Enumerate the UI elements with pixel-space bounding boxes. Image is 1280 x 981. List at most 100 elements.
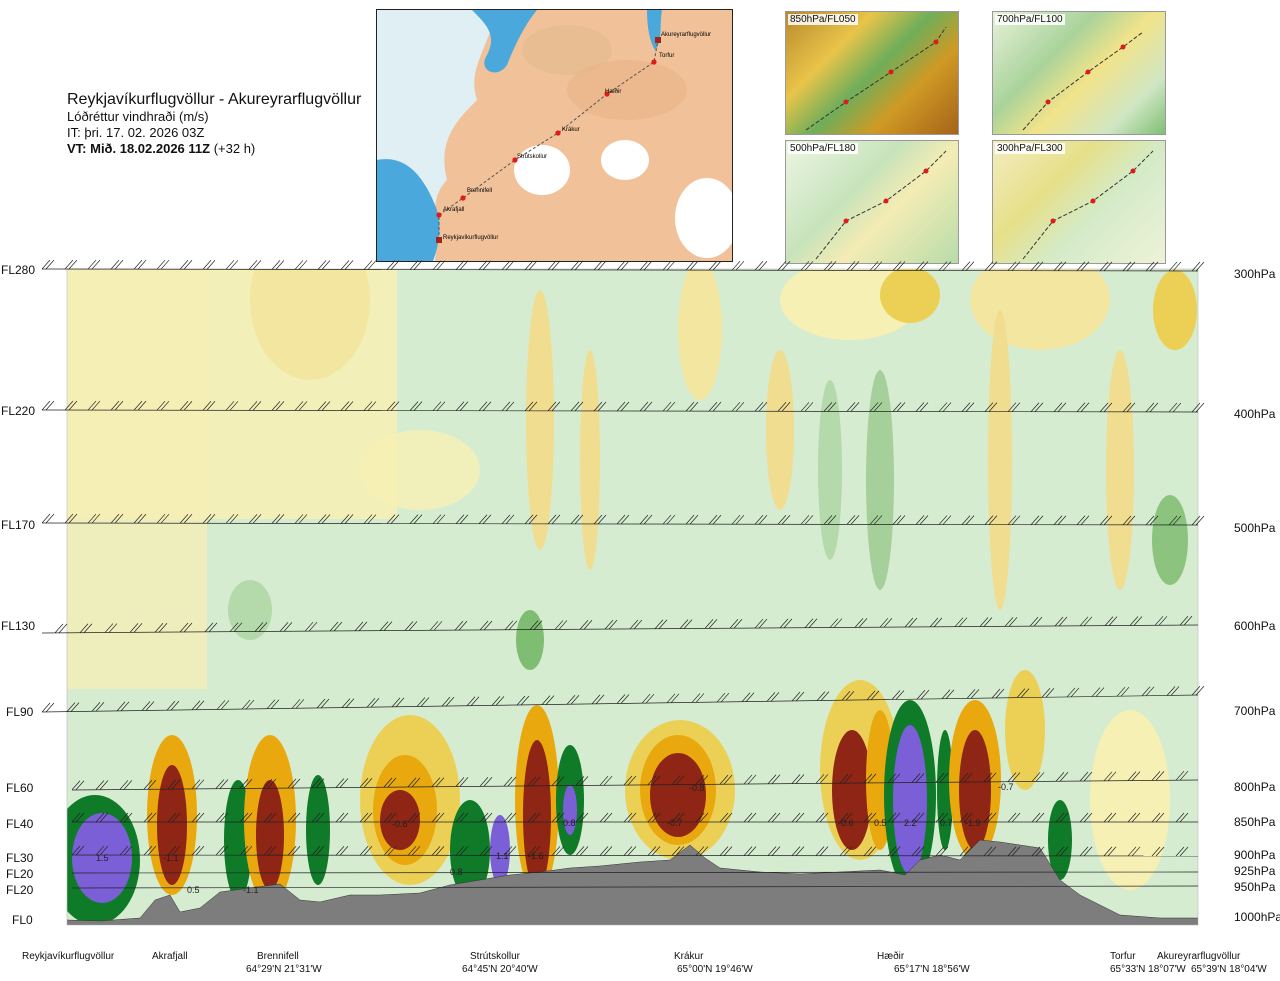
wind-barb (479, 620, 493, 631)
wind-barb (1053, 402, 1067, 412)
wind-barb (823, 515, 837, 525)
waypoint-coord: 64°45'N 20°40'W (462, 964, 538, 975)
wind-barb (1029, 616, 1043, 627)
wind-barb (719, 774, 733, 785)
wind-barb (524, 260, 538, 271)
wind-barb (225, 514, 239, 524)
map-label: Brennifell (467, 188, 492, 194)
wind-barb (554, 620, 568, 630)
value-label: 2.2 (904, 818, 917, 828)
wind-barb (911, 846, 925, 856)
wind-barb (335, 778, 349, 788)
wind-barb (1151, 812, 1165, 823)
valid-time: VT: Mið. 18.02.2026 11Z (+32 h) (67, 141, 361, 157)
wind-barb (1091, 687, 1105, 697)
wind-barb (119, 812, 133, 823)
pressure-label: 600hPa (1234, 619, 1276, 633)
wind-barb (599, 812, 613, 823)
valid-time-label: VT: Mið. 18.02.2026 11Z (67, 141, 211, 156)
wind-barb (143, 779, 157, 790)
wind-barb (335, 846, 349, 856)
wind-barb (575, 812, 589, 823)
wind-barb (639, 401, 653, 412)
wind-barb (935, 846, 949, 857)
wind-barb (938, 515, 952, 525)
wind-barb (191, 812, 205, 823)
wind-barb (1168, 261, 1182, 272)
wind-barb (143, 812, 157, 823)
thumbnail-700[interactable]: 700hPa/FL100 (992, 11, 1166, 135)
wind-barb (501, 401, 515, 412)
map-label: Hæðir (605, 88, 621, 95)
wind-barb (455, 777, 469, 787)
wind-barb (167, 845, 181, 856)
wind-barb (743, 774, 757, 785)
wind-barb (671, 775, 685, 785)
wind-barb (166, 700, 180, 711)
wind-barb (941, 689, 955, 699)
wind-barb (341, 698, 355, 708)
wind-barb (654, 619, 668, 629)
wind-barb (432, 401, 446, 411)
thumbnail-label: 850hPa/FL050 (788, 14, 858, 25)
wind-barb (579, 620, 593, 630)
wind-barb (429, 621, 443, 631)
wind-barb (616, 514, 630, 525)
waypoint-label: Akrafjall (152, 951, 188, 962)
wind-barb (271, 260, 285, 270)
wind-barb (1007, 515, 1021, 525)
wind-barb (516, 695, 530, 706)
wind-barb (685, 514, 699, 525)
wind-barb (335, 812, 349, 823)
wind-barb (916, 689, 930, 700)
wind-barb (266, 699, 280, 709)
wind-barb (791, 846, 805, 856)
wind-barb (1053, 515, 1067, 525)
terrain (67, 839, 1198, 925)
thumbnail-300[interactable]: 300hPa/FL300 (992, 140, 1166, 264)
wind-barb (1076, 515, 1090, 526)
wind-barb (229, 622, 243, 632)
wind-barb (294, 514, 308, 524)
wind-barb (591, 694, 605, 705)
wind-barbs (41, 260, 1205, 857)
wind-barb (503, 812, 517, 823)
wind-barb (431, 812, 445, 823)
wind-barb (1145, 261, 1159, 272)
wind-barb (915, 261, 929, 271)
waypoint-label: Hæðir (877, 951, 905, 962)
wind-barb (1129, 616, 1143, 626)
wind-barb (383, 812, 397, 823)
wind-barb (1103, 846, 1117, 857)
wind-barb (639, 260, 653, 271)
wind-barb (239, 812, 253, 823)
wind-barb (1030, 515, 1044, 525)
wind-barb (991, 688, 1005, 699)
waypoint-label: Krákur (674, 951, 704, 962)
wind-barb (729, 619, 743, 629)
wind-barb (359, 778, 373, 788)
wind-barb (491, 696, 505, 706)
pressure-label: 800hPa (1234, 780, 1276, 794)
thumbnail-850[interactable]: 850hPa/FL050 (785, 11, 959, 135)
waypoint-label: Reykjavíkurflugvöllur (22, 951, 115, 962)
wind-barb (503, 846, 517, 856)
wind-barb (202, 260, 216, 270)
wind-barb (1151, 846, 1165, 857)
wind-barb (204, 622, 218, 633)
wind-barb (846, 402, 860, 412)
thumbnail-500[interactable]: 500hPa/FL180 (785, 140, 959, 264)
route-map: Akureyrarflugvöllur Torfur Hæðir Krákur … (376, 9, 733, 262)
wind-barb (1079, 846, 1093, 857)
wind-barb (1054, 616, 1068, 627)
wind-barb (1004, 617, 1018, 627)
wind-barb (1168, 402, 1182, 413)
wind-barb (454, 620, 468, 631)
value-label: -1.1 (243, 885, 259, 895)
wind-barb (1079, 771, 1093, 782)
wind-barb (215, 845, 229, 856)
wind-barb (777, 515, 791, 525)
wind-barb (466, 696, 480, 706)
wind-barb (823, 402, 837, 412)
wind-barb (983, 812, 997, 823)
